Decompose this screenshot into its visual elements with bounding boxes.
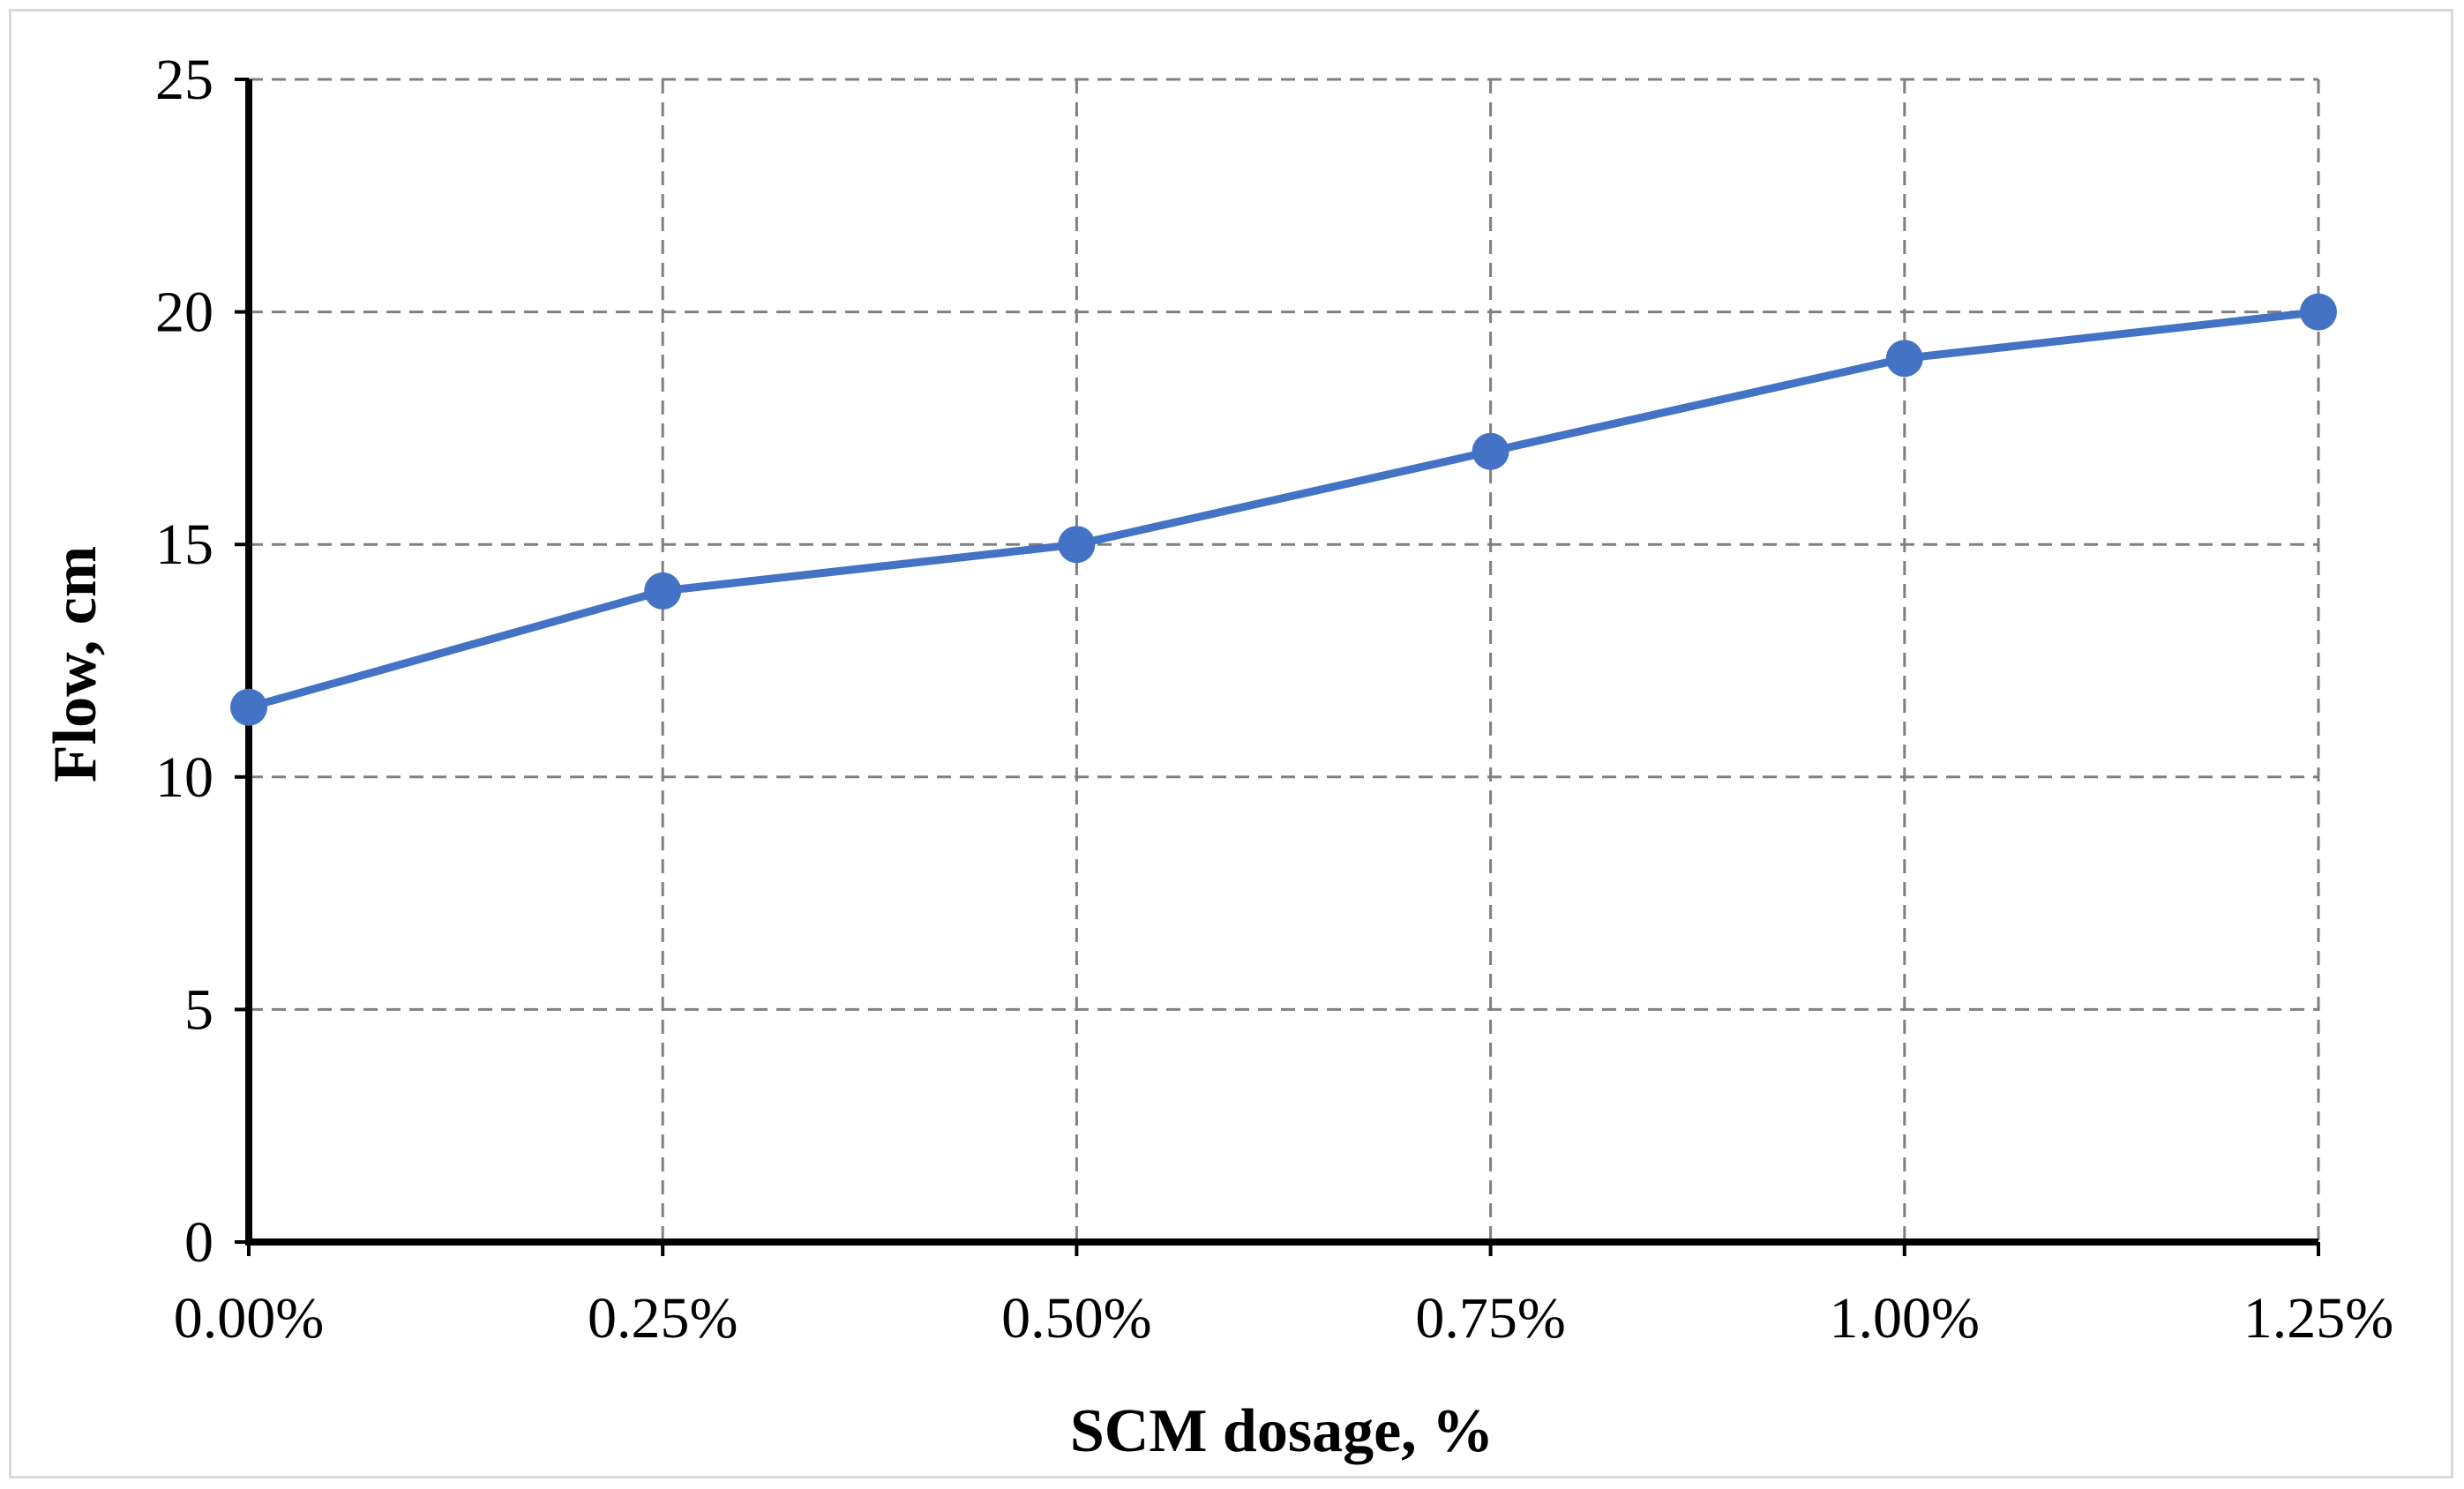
grid-layer bbox=[249, 78, 2320, 1242]
x-tick-label: 0.50% bbox=[1001, 1286, 1151, 1351]
label-layer: 0 5 10 15 20 25 0.00% 0.25% 0.50% 0.75% 1.00% 1.25% bbox=[155, 48, 2393, 1351]
x-axis-title: SCM dosage, % bbox=[1070, 1397, 1494, 1465]
axis-layer bbox=[235, 78, 2320, 1256]
y-tick-label: 10 bbox=[155, 745, 213, 810]
x-tick-label: 1.25% bbox=[2243, 1286, 2393, 1351]
data-point-marker bbox=[230, 688, 267, 726]
y-tick-label: 15 bbox=[155, 513, 213, 577]
x-tick-label: 1.00% bbox=[1830, 1286, 1980, 1351]
y-axis-title: Flow, cm bbox=[41, 546, 109, 782]
y-tick-label: 25 bbox=[155, 48, 213, 112]
series-line bbox=[244, 308, 2323, 712]
data-point-marker bbox=[644, 572, 682, 610]
y-tick-label: 5 bbox=[184, 977, 213, 1042]
y-tick-label: 0 bbox=[184, 1210, 213, 1275]
series-layer bbox=[230, 293, 2337, 726]
data-point-marker bbox=[1058, 526, 1096, 564]
x-tick-label: 0.25% bbox=[588, 1286, 738, 1351]
y-tick-label: 20 bbox=[155, 281, 213, 345]
data-point-marker bbox=[2300, 293, 2337, 331]
x-tick-label: 0.00% bbox=[174, 1286, 324, 1351]
x-tick-label: 0.75% bbox=[1415, 1286, 1565, 1351]
chart-frame bbox=[9, 9, 2453, 1478]
data-point-marker bbox=[1472, 432, 1509, 470]
data-point-marker bbox=[1885, 340, 1923, 378]
